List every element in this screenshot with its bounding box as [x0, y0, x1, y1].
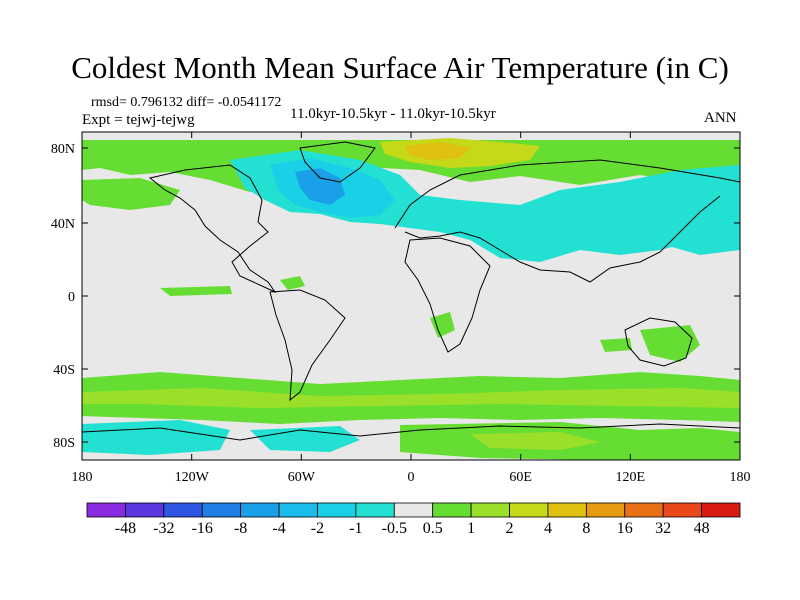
coast-south-america	[269, 289, 346, 402]
lon-tick-label: 120E	[616, 470, 646, 485]
lat-tick-label: 40N	[51, 217, 75, 232]
colorbar-swatch	[701, 502, 741, 518]
colorbar-swatch	[278, 502, 318, 518]
lon-tick-label: 60W	[288, 470, 316, 485]
colorbar-label: -48	[115, 520, 136, 537]
colorbar-swatch	[662, 502, 702, 518]
anomaly-antarctic-yellow	[470, 432, 600, 450]
colorbar-swatch	[163, 502, 203, 518]
colorbar-label: 32	[655, 520, 671, 537]
lat-tick-label: 40S	[53, 363, 75, 378]
coast-north-america	[148, 164, 277, 294]
colorbar-swatch	[470, 502, 510, 518]
lon-tick-label: 120W	[175, 470, 210, 485]
map-field	[82, 132, 740, 460]
lat-tick-label: 80N	[51, 142, 75, 157]
lon-tick-label: 180	[730, 470, 751, 485]
colorbar-swatch	[201, 502, 242, 518]
colorbar-swatch	[86, 502, 126, 518]
colorbar-swatch	[585, 502, 626, 518]
longitude-axis: 180 120W 60W 0 60E 120E 180	[72, 132, 751, 485]
anomaly-indian-ocean-green	[600, 338, 632, 352]
coast-africa	[404, 237, 491, 353]
anomaly-north-pacific-green	[82, 178, 180, 210]
season-label: ANN	[704, 110, 737, 126]
colorbar-swatch	[509, 502, 549, 518]
colorbar-label: 0.5	[423, 520, 443, 537]
colorbar-label: -16	[192, 520, 213, 537]
stats-line: rmsd= 0.796132 diff= -0.0541172	[91, 95, 282, 110]
anomaly-tropics-green-2	[160, 286, 232, 296]
colorbar-label: 48	[694, 520, 710, 537]
anomaly-tropics-green-1	[280, 276, 305, 290]
colorbar-swatch	[317, 502, 357, 518]
map-title: Coldest Month Mean Surface Air Temperatu…	[71, 50, 729, 85]
colorbar-swatch	[393, 502, 434, 518]
lon-tick-label: 0	[408, 470, 415, 485]
colorbar-label: -2	[311, 520, 324, 537]
latitude-axis: 80N 40N 0 40S 80S	[51, 142, 740, 451]
coastlines	[82, 141, 740, 441]
expt-line: Expt = tejwj-tejwg	[82, 112, 195, 128]
period-line: 11.0kyr-10.5kyr - 11.0kyr-10.5kyr	[290, 106, 496, 122]
anomaly-southern-band-yellow	[82, 388, 740, 408]
colorbar-swatch	[240, 502, 280, 518]
colorbar-label: 2	[506, 520, 514, 537]
colorbar-swatch	[355, 502, 395, 518]
anomaly-antarctic-cyan-1	[82, 420, 230, 455]
lat-tick-label: 0	[68, 290, 75, 305]
colorbar-label: -1	[349, 520, 362, 537]
colorbar-label: -4	[272, 520, 285, 537]
colorbar-label: 16	[617, 520, 633, 537]
coast-antarctica	[82, 423, 740, 441]
colorbar-swatch	[624, 502, 664, 518]
colorbar-label: -0.5	[382, 520, 407, 537]
colorbar: -48 -32 -16 -8 -4 -2 -1 -0.5 0.5 1 2 4 8 16 32 48	[86, 502, 741, 537]
coast-eurasia	[394, 159, 740, 283]
lat-tick-label: 80S	[53, 436, 75, 451]
colorbar-swatch	[125, 502, 165, 518]
anomaly-central-asia-cyan	[520, 210, 610, 250]
coast-australia	[624, 317, 693, 367]
anomaly-arctic-orange	[405, 142, 470, 160]
lon-tick-label: 180	[72, 470, 93, 485]
coast-greenland	[299, 141, 376, 183]
colorbar-swatch	[547, 502, 587, 518]
colorbar-label: -8	[234, 520, 247, 537]
colorbar-swatch	[432, 502, 472, 518]
anomaly-australia-green	[640, 325, 700, 362]
colorbar-label: 8	[582, 520, 590, 537]
anomaly-labrador-blue	[295, 168, 345, 205]
lon-tick-label: 60E	[509, 470, 532, 485]
anomaly-south-america-green	[430, 312, 455, 338]
colorbar-label: -32	[153, 520, 174, 537]
colorbar-label: 1	[467, 520, 475, 537]
anomaly-antarctic-cyan-2	[250, 426, 360, 452]
colorbar-label: 4	[544, 520, 552, 537]
